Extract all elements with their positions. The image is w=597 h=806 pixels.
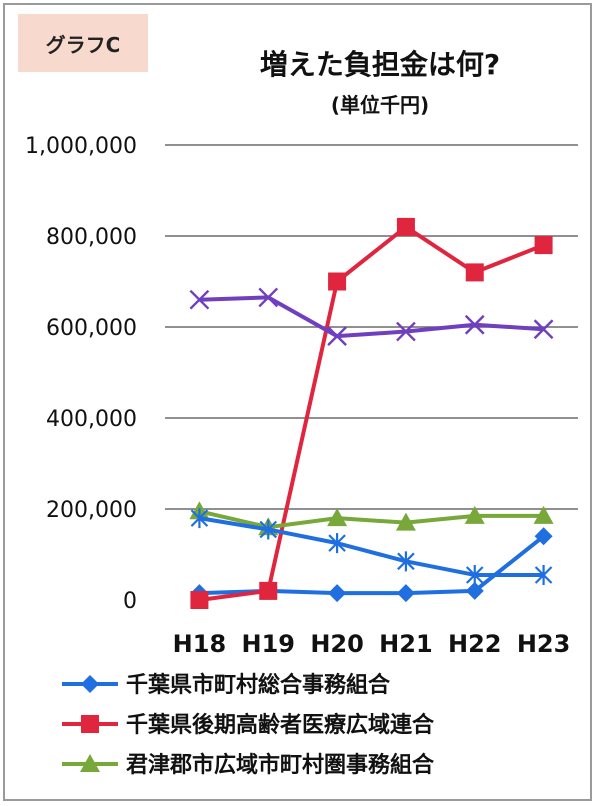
y-tick-label: 0	[123, 589, 137, 614]
square-marker	[396, 217, 415, 236]
triangle-marker	[327, 508, 348, 527]
diamond-marker	[81, 675, 99, 693]
asterisk-marker	[397, 551, 415, 572]
series-line	[198, 509, 544, 530]
square-marker	[259, 581, 278, 600]
series-line	[199, 516, 544, 577]
diamond-marker	[534, 527, 553, 546]
square-marker	[190, 591, 209, 609]
chart-title: 増えた負担金は何?	[260, 48, 500, 81]
triangle-marker	[395, 512, 416, 531]
cross-marker	[258, 287, 279, 308]
diamond-marker	[465, 581, 484, 600]
x-tick-label: H18	[173, 630, 226, 658]
y-tick-label: 800,000	[46, 225, 137, 250]
series-line	[199, 224, 545, 602]
asterisk-marker	[328, 533, 346, 554]
triangle-marker	[533, 505, 554, 524]
legend-label: 君津郡市広域市町村圏事務組合	[126, 752, 435, 778]
chart-subtitle: (単位千円)	[331, 93, 429, 117]
chart-frame	[3, 3, 592, 801]
asterisk-marker	[534, 564, 553, 585]
y-tick-label: 400,000	[46, 407, 137, 432]
legend-item: 君津郡市広域市町村圏事務組合	[62, 752, 435, 778]
square-marker	[328, 272, 347, 291]
cross-marker	[533, 319, 554, 340]
x-axis-ticks: H18 H19 H20 H21 H22 H23	[173, 630, 571, 658]
series-group	[189, 217, 554, 609]
series-line	[199, 534, 545, 596]
asterisk-marker	[259, 519, 278, 540]
x-tick-label: H19	[242, 630, 295, 658]
square-marker	[81, 715, 99, 733]
cross-marker	[396, 321, 416, 342]
triangle-marker	[464, 505, 485, 524]
cross-marker	[327, 326, 347, 346]
triangle-marker	[80, 754, 100, 772]
legend-label: 千葉県市町村総合事務組合	[126, 672, 391, 698]
series-cross	[189, 287, 554, 346]
cross-marker	[189, 289, 210, 310]
diamond-marker	[328, 584, 347, 603]
series-diamond	[190, 527, 553, 603]
diamond-marker	[396, 584, 415, 603]
x-tick-label: H21	[379, 630, 432, 658]
series-asterisk	[190, 508, 553, 585]
x-tick-label: H22	[448, 630, 501, 658]
y-axis-ticks: 0 200,000 400,000 600,000 800,000 1,000,000	[25, 134, 137, 614]
asterisk-marker	[190, 508, 209, 529]
legend-item: 千葉県市町村総合事務組合	[62, 672, 391, 698]
legend-item: 千葉県後期高齢者医療広域連合	[62, 712, 435, 738]
y-tick-label: 600,000	[46, 316, 137, 341]
x-tick-label: H23	[517, 630, 570, 658]
asterisk-marker	[465, 564, 484, 585]
series-line	[199, 295, 544, 339]
y-tick-label: 1,000,000	[25, 134, 137, 159]
square-marker	[534, 236, 553, 255]
series-square	[190, 217, 553, 609]
series-triangle	[189, 501, 554, 536]
square-marker	[465, 263, 484, 282]
y-tick-label: 200,000	[46, 498, 137, 523]
legend-label: 千葉県後期高齢者医療広域連合	[126, 712, 435, 738]
cross-marker	[464, 314, 485, 335]
graph-tag: グラフC	[18, 14, 148, 72]
x-tick-label: H20	[310, 630, 363, 658]
